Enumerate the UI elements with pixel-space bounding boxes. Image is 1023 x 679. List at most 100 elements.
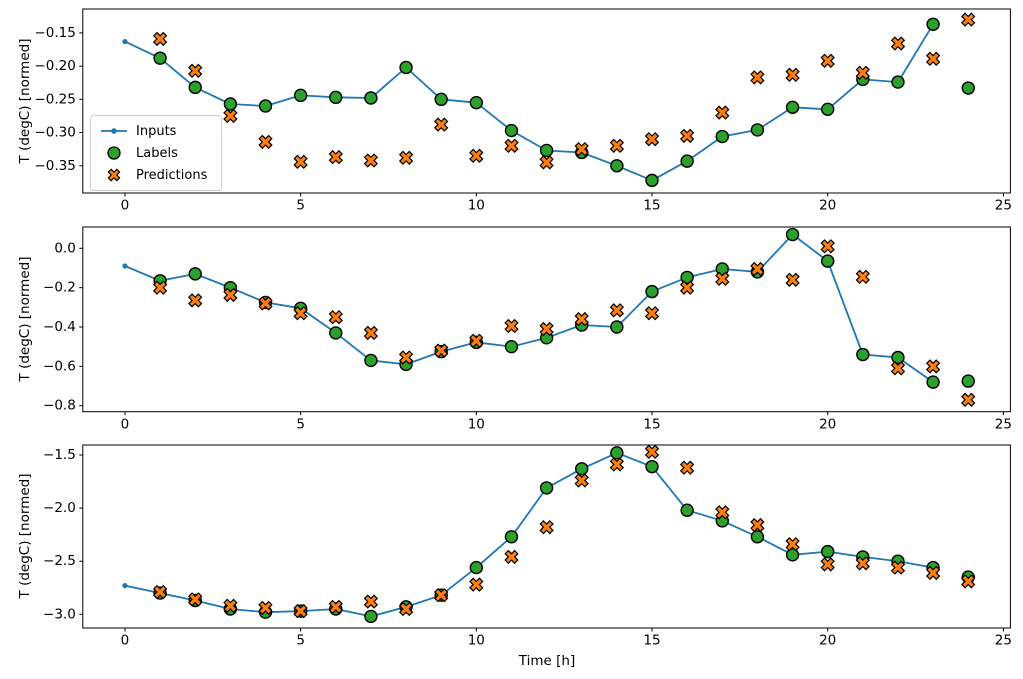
predictions-marker bbox=[398, 601, 414, 617]
x-tick-label: 20 bbox=[819, 416, 836, 432]
labels-marker bbox=[961, 374, 975, 388]
x-tick-label: 0 bbox=[121, 416, 130, 432]
predictions-marker bbox=[750, 70, 765, 85]
predictions-marker bbox=[679, 128, 695, 144]
labels-marker bbox=[645, 173, 659, 188]
predictions-marker bbox=[644, 132, 660, 147]
legend: Inputs Labels Predictions bbox=[90, 115, 222, 191]
x-tick-label: 10 bbox=[468, 416, 485, 432]
predictions-marker bbox=[258, 600, 273, 616]
labels-marker bbox=[153, 51, 167, 65]
predictions-marker bbox=[293, 306, 308, 321]
y-tick-label: 0.0 bbox=[54, 240, 75, 256]
x-tick-label: 10 bbox=[468, 633, 485, 649]
predictions-marker bbox=[961, 12, 976, 27]
y-tick-label: −0.4 bbox=[43, 319, 76, 335]
labels-marker bbox=[329, 90, 343, 105]
x-tick-label: 25 bbox=[995, 198, 1012, 214]
predictions-marker bbox=[223, 598, 238, 613]
x-tick-label: 0 bbox=[121, 198, 130, 214]
x-tick-label: 20 bbox=[819, 633, 836, 649]
predictions-marker bbox=[293, 154, 308, 169]
predictions-marker bbox=[363, 153, 379, 168]
predictions-marker bbox=[504, 549, 519, 565]
predictions-marker bbox=[469, 333, 484, 348]
inputs-point bbox=[122, 263, 128, 269]
labels-marker bbox=[891, 350, 905, 365]
predictions-marker bbox=[152, 584, 168, 600]
legend-item-inputs: Inputs bbox=[100, 122, 212, 140]
inputs-line bbox=[124, 233, 934, 383]
labels-marker bbox=[364, 353, 378, 368]
predictions-marker bbox=[925, 51, 941, 66]
axes-frame bbox=[82, 8, 1011, 194]
predictions-marker bbox=[328, 599, 343, 615]
predictions-marker bbox=[609, 303, 625, 318]
y-tick-label: −3.0 bbox=[43, 606, 76, 622]
inputs-line bbox=[124, 23, 934, 182]
inputs-line bbox=[124, 451, 934, 618]
predictions-marker bbox=[679, 280, 695, 295]
labels-marker bbox=[820, 102, 835, 117]
predictions-marker bbox=[890, 36, 906, 51]
y-tick-label: −2.5 bbox=[43, 553, 76, 569]
predictions-marker bbox=[679, 460, 695, 475]
y-tick-label: −0.15 bbox=[34, 25, 75, 41]
predictions-marker bbox=[188, 63, 203, 78]
y-tick-label: −0.35 bbox=[34, 158, 75, 174]
labels-marker bbox=[399, 60, 413, 75]
predictions-marker bbox=[785, 67, 800, 82]
x-tick-label: 0 bbox=[121, 633, 130, 649]
labels-marker bbox=[820, 254, 835, 268]
labels-marker bbox=[434, 92, 448, 107]
labels-marker bbox=[469, 95, 484, 110]
y-tick-label: −0.25 bbox=[34, 91, 75, 107]
labels-marker bbox=[188, 267, 202, 281]
predictions-marker bbox=[152, 280, 168, 295]
predictions-marker bbox=[223, 287, 238, 303]
labels-marker bbox=[504, 530, 519, 544]
y-axis-label: T (degC) [normed] bbox=[17, 38, 33, 164]
predictions-marker bbox=[504, 318, 519, 334]
x-tick-label: 5 bbox=[296, 416, 305, 432]
predictions-marker bbox=[855, 65, 870, 80]
y-tick-label: −1.5 bbox=[43, 447, 76, 463]
predictions-marker bbox=[469, 577, 484, 592]
predictions-marker bbox=[293, 603, 308, 619]
predictions-marker bbox=[574, 311, 589, 327]
predictions-marker bbox=[398, 350, 414, 365]
predictions-marker bbox=[644, 306, 660, 321]
predictions-marker bbox=[609, 138, 625, 153]
legend-label-inputs: Inputs bbox=[136, 123, 177, 139]
predictions-marker bbox=[188, 592, 203, 607]
predictions-marker bbox=[434, 343, 449, 358]
predictions-marker bbox=[715, 105, 730, 120]
legend-item-labels: Labels bbox=[100, 144, 212, 162]
predictions-marker bbox=[434, 117, 449, 132]
predictions-marker bbox=[574, 473, 589, 488]
y-tick-label: −2.0 bbox=[43, 500, 76, 516]
inputs-point bbox=[122, 38, 128, 45]
predictions-marker bbox=[820, 239, 835, 254]
y-tick-label: −0.6 bbox=[43, 358, 76, 374]
labels-marker bbox=[364, 609, 378, 624]
predictions-marker bbox=[539, 520, 554, 535]
predictions-marker bbox=[820, 53, 835, 68]
legend-dot-sample bbox=[111, 128, 117, 134]
x-tick-label: 15 bbox=[643, 416, 660, 432]
labels-marker bbox=[188, 80, 202, 95]
labels-marker bbox=[504, 339, 519, 354]
legend-x-sample bbox=[107, 168, 121, 182]
x-tick-label: 25 bbox=[995, 633, 1012, 649]
labels-marker bbox=[645, 459, 659, 474]
predictions-x-icon bbox=[107, 168, 121, 182]
x-tick-label: 25 bbox=[995, 416, 1012, 432]
labels-marker bbox=[785, 100, 800, 115]
labels-marker bbox=[364, 91, 378, 105]
predictions-marker bbox=[188, 293, 203, 308]
predictions-marker bbox=[750, 261, 765, 277]
legend-item-predictions: Predictions bbox=[100, 166, 212, 184]
predictions-marker bbox=[258, 296, 273, 311]
